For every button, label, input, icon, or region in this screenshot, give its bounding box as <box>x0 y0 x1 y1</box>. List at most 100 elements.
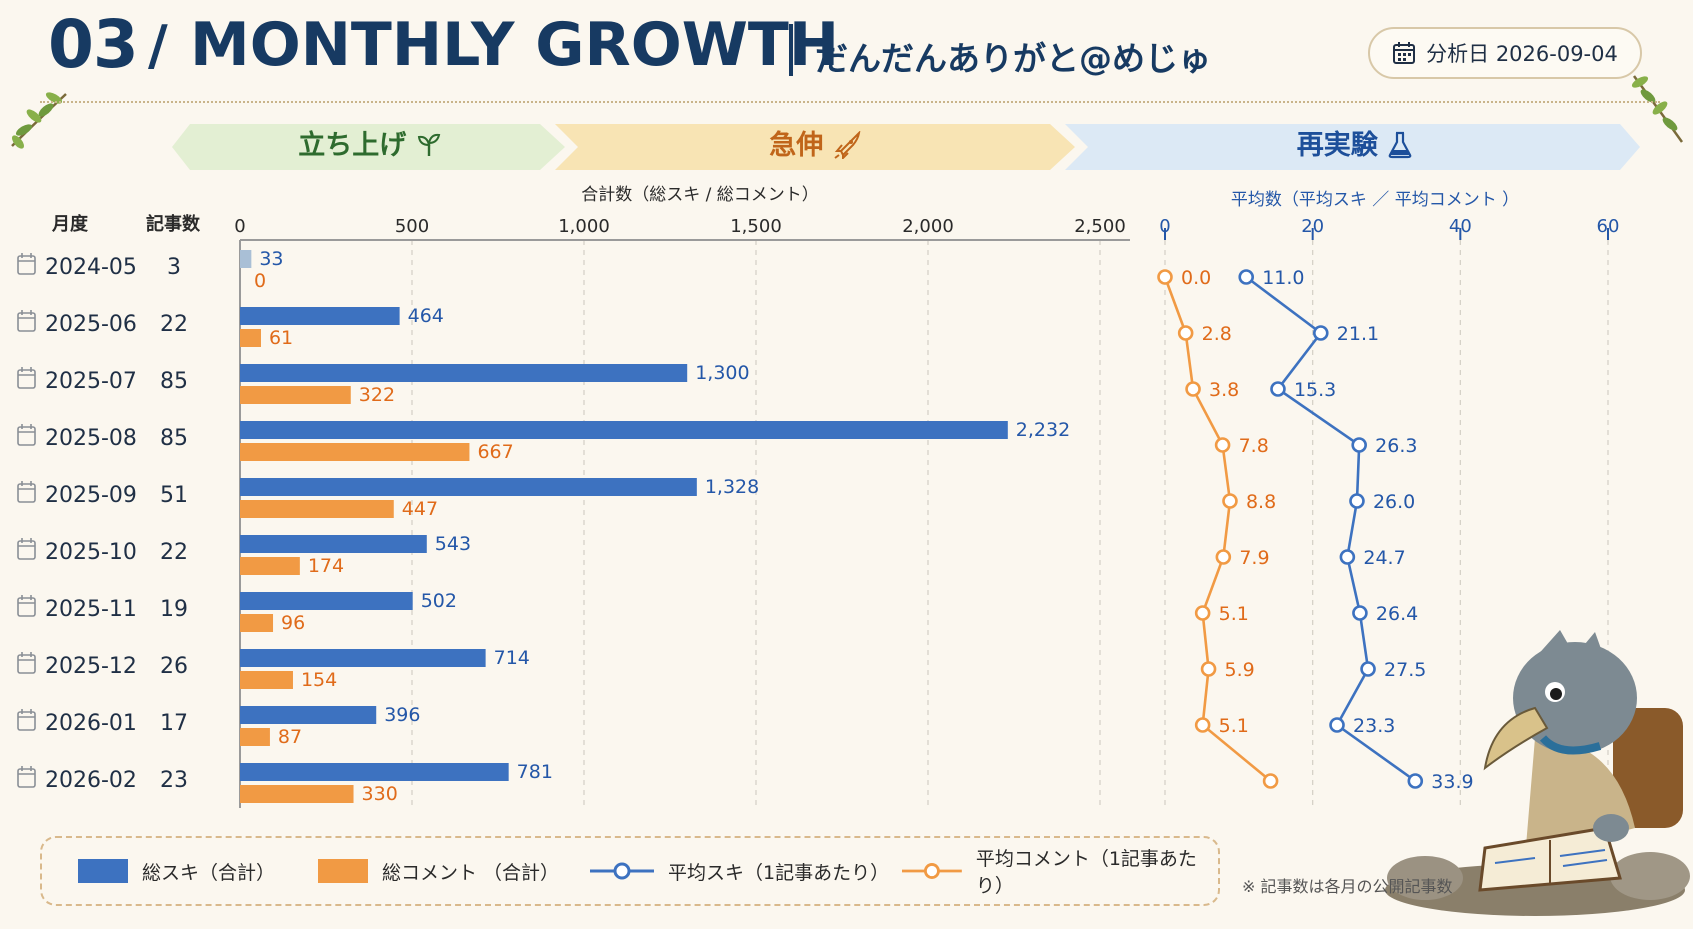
likes-bar <box>240 478 697 496</box>
article-count: 22 <box>160 312 188 337</box>
likes-bar-label: 502 <box>421 590 457 612</box>
likes-bar-label: 714 <box>494 647 530 669</box>
comments-bar-label: 87 <box>278 726 302 748</box>
month-label: 2026-01 <box>45 711 137 736</box>
avg-comments-label: 5.1 <box>1219 603 1249 625</box>
month-label: 2026-02 <box>45 768 137 793</box>
article-count: 85 <box>160 426 188 451</box>
page-subtitle: だんだんありがと@めじゅ <box>815 39 1211 78</box>
comments-bar <box>240 443 470 461</box>
avg-likes-point <box>1339 549 1356 565</box>
likes-bar-label: 781 <box>517 761 553 783</box>
bar-axis-title: 合計数（総スキ / 総コメント） <box>581 185 819 205</box>
avg-likes-label: 11.0 <box>1262 267 1304 289</box>
legend-line-marker-blue <box>590 862 654 880</box>
phase-reexperiment: 再実験 <box>1090 122 1620 170</box>
phase-arrow-surge <box>555 124 1075 170</box>
likes-bar-label: 1,300 <box>695 362 749 384</box>
bar-tick-label: 1,000 <box>558 216 610 237</box>
month-label: 2025-11 <box>45 597 137 622</box>
legend-label-avg-likes: 平均スキ（1記事あたり） <box>668 861 890 884</box>
mascot-bird-illustration <box>1385 630 1690 916</box>
avg-likes-point <box>1351 437 1367 453</box>
header-divider <box>40 101 1660 103</box>
phase-surge: 急伸 <box>580 122 1050 170</box>
avg-likes-label: 27.5 <box>1384 659 1426 681</box>
likes-bar <box>240 421 1008 439</box>
month-label: 2025-10 <box>45 540 137 565</box>
avg-likes-point <box>1312 325 1329 341</box>
bar-tick-label: 2,000 <box>902 216 954 237</box>
comments-bar-label: 667 <box>477 441 513 463</box>
avg-comments-point <box>1194 605 1211 621</box>
analysis-date-label: 分析日 2026-09-04 <box>1426 42 1618 66</box>
article-count: 17 <box>160 711 188 736</box>
comments-bar-label: 61 <box>269 327 293 349</box>
likes-bar-label: 543 <box>435 533 471 555</box>
avg-comments-point <box>1177 325 1194 341</box>
likes-bar-label: 464 <box>408 305 444 327</box>
likes-bar <box>240 307 400 325</box>
monthly-growth-chart: 合計数（総スキ / 総コメント） 平均数（平均スキ ／ 平均コメント ） 0 500 1… <box>17 185 1619 808</box>
calendar-icon <box>17 367 36 389</box>
legend-line-marker-orange <box>902 863 962 879</box>
avg-likes-label: 15.3 <box>1294 379 1336 401</box>
likes-bar-label: 1,328 <box>705 476 759 498</box>
avg-likes-point <box>1329 717 1345 733</box>
avg-comments-label: 7.8 <box>1239 435 1269 457</box>
likes-bar <box>240 763 509 781</box>
phase-arrow-reexperiment <box>1065 124 1640 170</box>
footnote: ※ 記事数は各月の公開記事数 <box>1242 877 1453 896</box>
comments-bar-label: 330 <box>362 783 398 805</box>
avg-likes-label: 26.4 <box>1376 603 1418 625</box>
avg-likes-point <box>1238 269 1255 285</box>
avg-likes-point <box>1352 605 1368 621</box>
legend-item-comments-total: 総コメント （合計） <box>318 838 559 904</box>
month-label: 2025-08 <box>45 426 137 451</box>
comments-bar <box>240 785 354 803</box>
month-label: 2024-05 <box>45 255 137 280</box>
avg-likes-label: 23.3 <box>1353 715 1395 737</box>
legend-item-avg-comments: 平均コメント（1記事あたり） <box>902 838 1218 904</box>
avg-comments-label: 5.1 <box>1219 715 1249 737</box>
legend-swatch-orange <box>318 859 368 883</box>
article-count: 22 <box>160 540 188 565</box>
title-slash: / <box>148 14 168 77</box>
comments-bar <box>240 500 394 518</box>
avg-likes-label: 24.7 <box>1363 547 1405 569</box>
article-count: 26 <box>160 654 188 679</box>
sprout-icon <box>417 133 440 156</box>
bar-tick-label: 2,500 <box>1074 216 1126 237</box>
legend-label-comments-total: 総コメント （合計） <box>382 861 560 884</box>
avg-likes-label: 21.1 <box>1337 323 1379 345</box>
legend-swatch-blue <box>78 859 128 883</box>
phase-arrows <box>172 124 1640 170</box>
avg-likes-label: 26.0 <box>1373 491 1415 513</box>
comments-bar-label: 96 <box>281 612 305 634</box>
bar-tick-label: 500 <box>395 216 429 237</box>
comments-bar <box>240 557 300 575</box>
likes-bar-label: 33 <box>259 248 283 270</box>
month-label: 2025-09 <box>45 483 137 508</box>
calendar-icon <box>17 538 36 560</box>
comments-bar-label: 0 <box>254 270 266 292</box>
calendar-icon <box>17 253 36 275</box>
bar-tick-label: 1,500 <box>730 216 782 237</box>
likes-bar <box>240 706 377 724</box>
likes-bar <box>240 364 688 382</box>
month-column-header: 月度 <box>52 214 88 235</box>
phase-arrow-launch <box>172 124 565 170</box>
likes-bar <box>240 592 413 610</box>
avg-comments-label: 3.8 <box>1209 379 1239 401</box>
calendar-icon <box>17 766 36 788</box>
calendar-icon <box>17 481 36 503</box>
avg-comments-point <box>1214 437 1231 453</box>
avg-comments-label: 5.9 <box>1225 659 1255 681</box>
analysis-date-badge: 分析日 2026-09-04 <box>1368 27 1642 79</box>
comments-bar <box>240 614 274 632</box>
line-tick-label: 40 <box>1449 216 1472 237</box>
phase-bar: 立ち上げ 急伸 再実験 <box>0 122 1693 172</box>
likes-bar <box>240 535 427 553</box>
right-leaf-branch-icon <box>1631 75 1684 143</box>
avg-comments-label: 2.8 <box>1202 323 1232 345</box>
